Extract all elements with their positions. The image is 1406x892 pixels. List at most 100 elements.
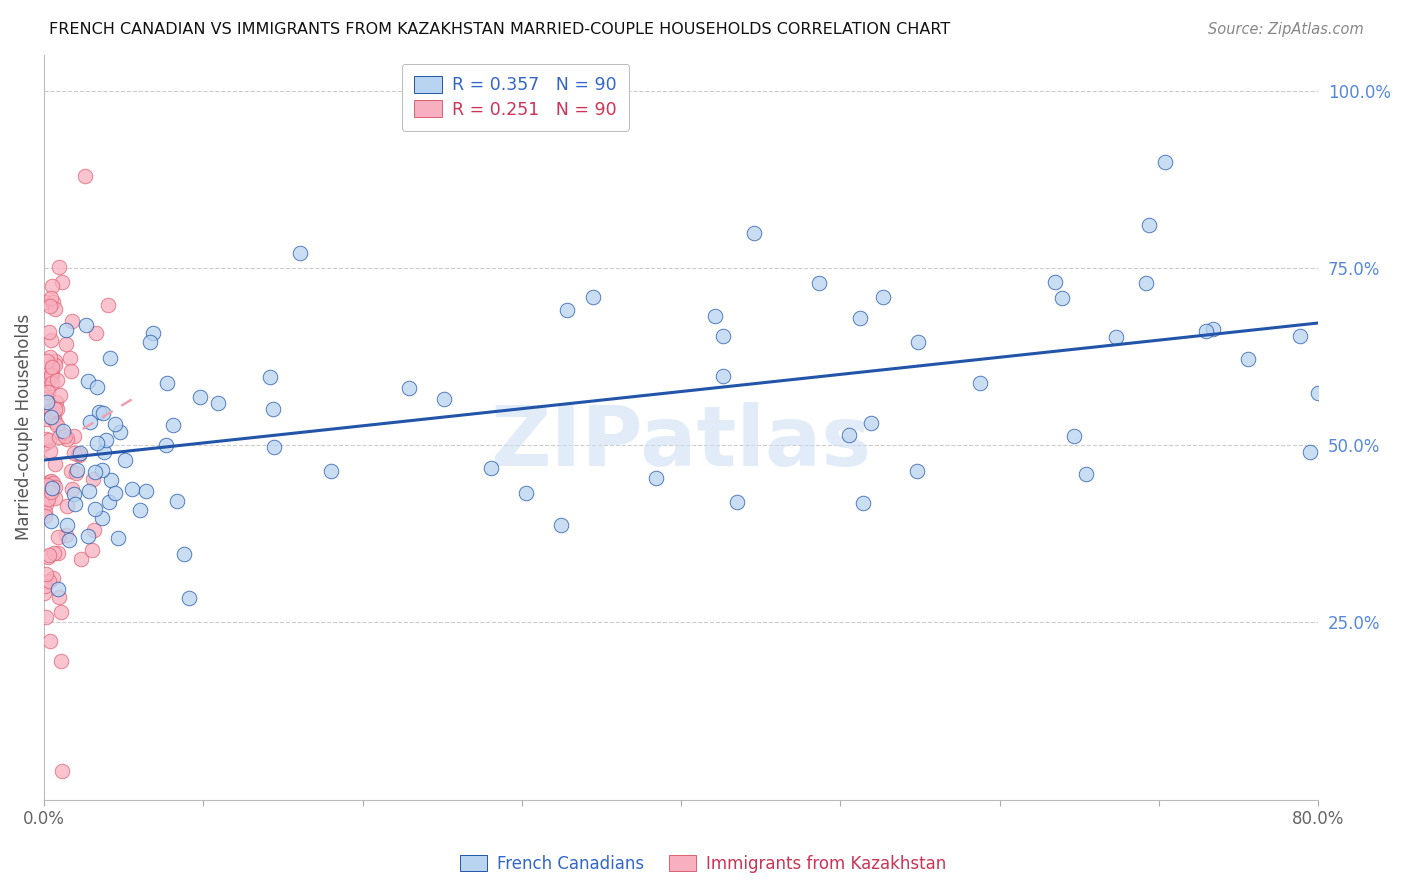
- Point: [51, 654, 73, 668]
- Point: [51, 275, 73, 289]
- Point: [162, 418, 184, 433]
- Point: [82, 472, 104, 486]
- Point: [42, 475, 65, 490]
- Point: [94, 433, 117, 447]
- Point: [91, 406, 114, 420]
- Point: [55, 336, 77, 351]
- Point: [114, 453, 136, 467]
- Point: [1063, 428, 1085, 442]
- Point: [48, 430, 70, 444]
- Point: [39, 404, 62, 418]
- Point: [555, 303, 578, 318]
- Point: [53, 429, 76, 443]
- Point: [96, 298, 118, 312]
- Point: [44, 457, 66, 471]
- Point: [35, 497, 58, 511]
- Text: FRENCH CANADIAN VS IMMIGRANTS FROM KAZAKHSTAN MARRIED-COUPLE HOUSEHOLDS CORRELAT: FRENCH CANADIAN VS IMMIGRANTS FROM KAZAK…: [49, 22, 950, 37]
- Point: [56, 518, 79, 533]
- Point: [742, 226, 765, 240]
- Point: [44, 301, 66, 316]
- Point: [49, 388, 72, 402]
- Point: [142, 326, 165, 341]
- Point: [76, 374, 98, 388]
- Point: [83, 523, 105, 537]
- Point: [38, 475, 60, 489]
- Point: [1076, 467, 1098, 482]
- Point: [59, 351, 82, 365]
- Point: [58, 533, 80, 548]
- Point: [550, 518, 572, 533]
- Point: [37, 549, 59, 564]
- Point: [37, 374, 59, 388]
- Point: [39, 410, 62, 425]
- Point: [905, 464, 928, 478]
- Point: [104, 486, 127, 500]
- Point: [34, 579, 56, 593]
- Point: [704, 309, 727, 323]
- Point: [93, 445, 115, 459]
- Point: [108, 425, 131, 439]
- Point: [39, 299, 62, 313]
- Point: [45, 401, 67, 416]
- Point: [872, 290, 894, 304]
- Point: [89, 405, 111, 419]
- Point: [63, 446, 86, 460]
- Point: [39, 514, 62, 528]
- Point: [42, 410, 65, 425]
- Point: [55, 432, 77, 446]
- Point: [188, 390, 211, 404]
- Point: [1195, 324, 1218, 338]
- Point: [77, 483, 100, 498]
- Point: [38, 548, 60, 562]
- Point: [80, 543, 103, 558]
- Point: [39, 485, 62, 500]
- Point: [35, 412, 58, 426]
- Point: [432, 392, 454, 407]
- Point: [1052, 291, 1074, 305]
- Point: [807, 276, 830, 290]
- Point: [37, 409, 59, 423]
- Point: [77, 529, 100, 543]
- Point: [38, 350, 60, 364]
- Point: [1308, 386, 1330, 401]
- Point: [34, 585, 56, 599]
- Point: [49, 425, 72, 440]
- Point: [52, 424, 75, 438]
- Point: [107, 531, 129, 545]
- Point: [37, 477, 59, 491]
- Point: [48, 530, 70, 544]
- Point: [104, 417, 127, 431]
- Point: [156, 376, 179, 390]
- Point: [39, 444, 62, 458]
- Point: [644, 471, 666, 485]
- Point: [65, 463, 87, 477]
- Point: [41, 368, 63, 382]
- Point: [34, 505, 56, 519]
- Point: [55, 500, 77, 514]
- Point: [969, 376, 991, 391]
- Point: [65, 466, 87, 480]
- Point: [42, 570, 65, 584]
- Point: [711, 329, 734, 343]
- Point: [97, 494, 120, 508]
- Point: [48, 260, 70, 274]
- Point: [37, 491, 59, 506]
- Point: [69, 551, 91, 566]
- Point: [42, 546, 65, 560]
- Legend: French Canadians, Immigrants from Kazakhstan: French Canadians, Immigrants from Kazakh…: [454, 848, 952, 880]
- Point: [44, 480, 66, 494]
- Point: [1289, 329, 1312, 343]
- Point: [75, 318, 97, 332]
- Point: [35, 432, 58, 446]
- Point: [1043, 275, 1066, 289]
- Point: [42, 295, 65, 310]
- Point: [66, 447, 89, 461]
- Point: [1201, 322, 1223, 336]
- Point: [48, 590, 70, 604]
- Point: [84, 326, 107, 340]
- Point: [581, 290, 603, 304]
- Point: [41, 481, 63, 495]
- Point: [49, 605, 72, 619]
- Point: [121, 482, 143, 496]
- Point: [44, 354, 66, 368]
